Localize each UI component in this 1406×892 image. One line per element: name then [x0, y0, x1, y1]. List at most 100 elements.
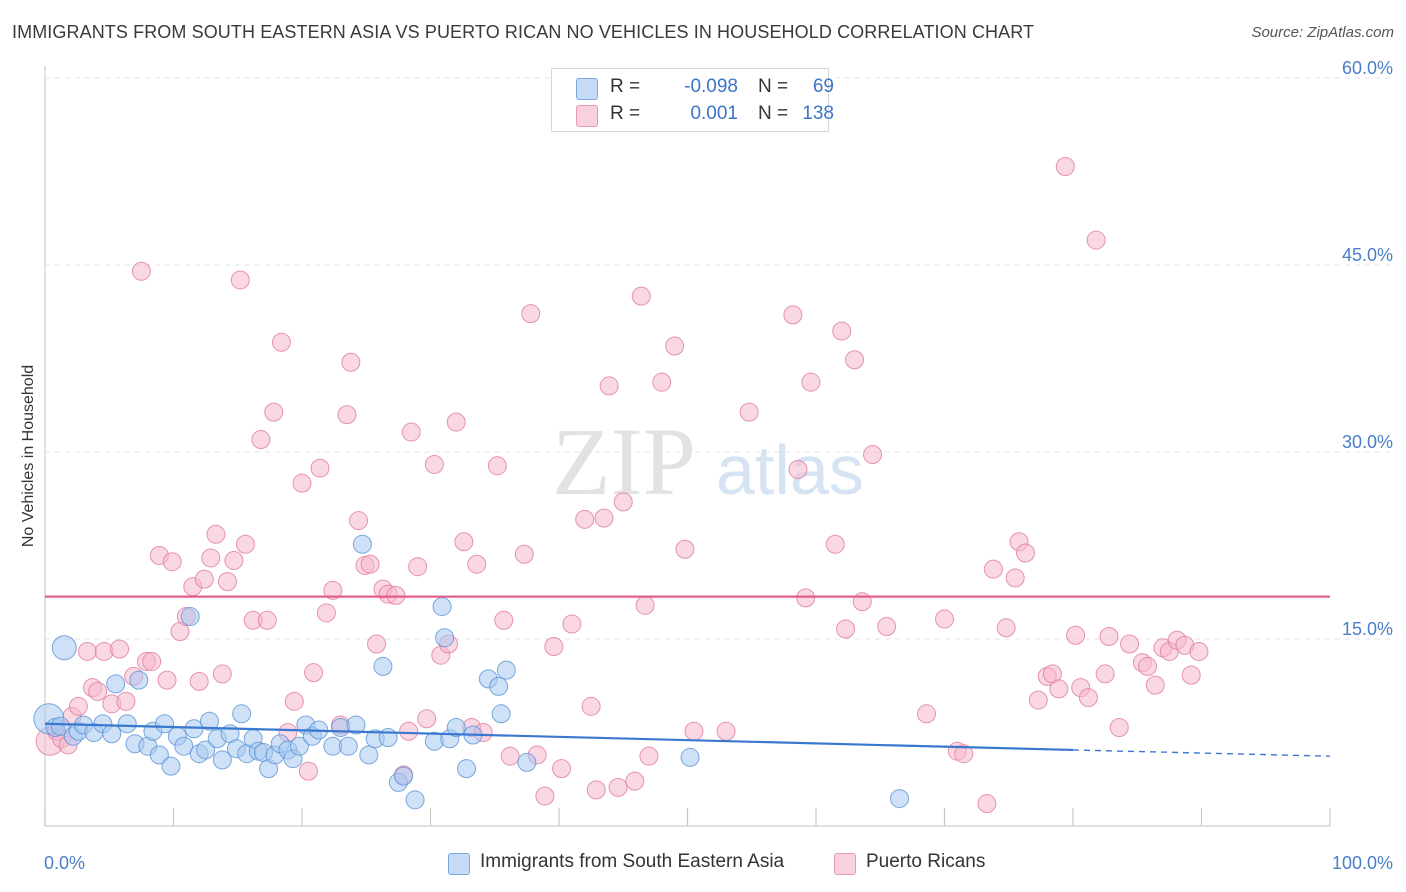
y-tick-label: 15.0%	[1342, 619, 1393, 639]
data-point	[155, 714, 175, 734]
data-point	[129, 670, 149, 690]
data-point	[206, 524, 226, 544]
data-point	[514, 544, 534, 564]
data-point	[836, 619, 856, 639]
data-point	[338, 736, 358, 756]
data-point	[1086, 230, 1106, 250]
data-point	[788, 459, 808, 479]
data-point	[1109, 718, 1129, 738]
data-point	[675, 539, 695, 559]
data-point	[1181, 665, 1201, 685]
data-point	[1066, 625, 1086, 645]
data-point	[201, 548, 221, 568]
legend-r-value: 0.001	[690, 103, 738, 124]
y-tick-label: 30.0%	[1342, 432, 1393, 452]
data-point	[310, 458, 330, 478]
trend-line-southeast-asia-extension	[1072, 749, 1331, 757]
data-point	[174, 736, 194, 756]
data-point	[608, 777, 628, 797]
data-point	[635, 595, 655, 615]
data-point	[796, 588, 816, 608]
data-point	[581, 696, 601, 716]
data-point	[399, 721, 419, 741]
data-point	[446, 412, 466, 432]
source-label: Source: ZipAtlas.com	[1251, 24, 1394, 41]
data-point	[408, 557, 428, 577]
x-tick-label: 100.0%	[1332, 853, 1393, 873]
data-point	[212, 664, 232, 684]
data-point	[161, 756, 181, 776]
data-point	[494, 610, 514, 630]
legend-swatch-blue	[576, 78, 598, 100]
data-point	[264, 402, 284, 422]
data-point	[432, 597, 452, 617]
data-point	[180, 607, 200, 627]
data-point	[88, 681, 108, 701]
data-point	[680, 747, 700, 767]
data-point	[562, 614, 582, 634]
data-point	[232, 704, 252, 724]
data-point	[1095, 664, 1115, 684]
data-point	[684, 721, 704, 741]
data-point	[199, 711, 219, 731]
data-point	[739, 402, 759, 422]
data-point	[983, 559, 1003, 579]
legend-swatch-pink	[834, 853, 856, 875]
legend-n-value: 138	[802, 103, 834, 124]
data-point	[1055, 157, 1075, 177]
axes	[44, 66, 1331, 827]
data-point	[346, 715, 366, 735]
data-point	[373, 656, 393, 676]
data-point	[349, 511, 369, 531]
legend-stats: R = -0.098 N = 69 R = 0.001 N = 138	[551, 68, 834, 132]
data-point	[224, 550, 244, 570]
data-point	[613, 492, 633, 512]
x-tick-label: 0.0%	[44, 853, 85, 873]
data-point	[1138, 656, 1158, 676]
grid-lines	[45, 77, 1392, 640]
data-point	[424, 454, 444, 474]
trend-line-southeast-asia	[44, 722, 1074, 752]
data-point	[1015, 543, 1035, 563]
data-point	[251, 430, 271, 450]
legend-swatch-blue	[448, 853, 470, 875]
data-point	[890, 789, 910, 809]
data-point	[954, 744, 974, 764]
data-point	[196, 740, 216, 760]
data-point	[783, 305, 803, 325]
data-point	[405, 790, 425, 810]
data-point	[454, 532, 474, 552]
data-point	[535, 786, 555, 806]
data-point	[467, 554, 487, 574]
data-point	[117, 714, 137, 734]
data-point	[521, 304, 541, 324]
data-point	[378, 727, 398, 747]
data-point	[102, 724, 122, 744]
data-point	[631, 286, 651, 306]
legend-n-value: 69	[812, 76, 834, 97]
data-point	[110, 639, 130, 659]
data-point	[496, 660, 516, 680]
data-point	[189, 671, 209, 691]
data-point	[359, 745, 379, 765]
data-point	[131, 261, 151, 281]
data-point	[1189, 641, 1209, 661]
data-point	[1028, 690, 1048, 710]
data-point	[594, 508, 614, 528]
data-point	[586, 780, 606, 800]
data-point	[575, 509, 595, 529]
legend-swatch-pink	[576, 105, 598, 127]
data-point	[639, 746, 659, 766]
data-point	[1049, 679, 1069, 699]
data-point	[1120, 634, 1140, 654]
data-point	[284, 691, 304, 711]
legend-r-label: R =	[610, 103, 641, 124]
data-point	[935, 609, 954, 629]
data-point	[394, 766, 414, 786]
data-point	[500, 746, 520, 766]
y-tick-label: 45.0%	[1342, 245, 1393, 265]
y-tick-label: 60.0%	[1342, 58, 1393, 78]
data-point	[194, 569, 214, 589]
data-point	[665, 336, 685, 356]
